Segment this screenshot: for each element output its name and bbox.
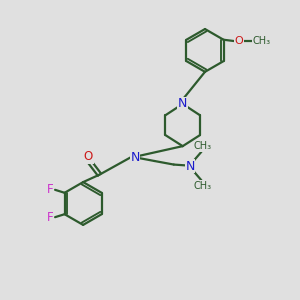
Text: CH₃: CH₃ [253, 36, 271, 46]
Text: CH₃: CH₃ [194, 181, 212, 191]
Text: F: F [46, 183, 53, 196]
Text: CH₃: CH₃ [194, 141, 212, 152]
Text: F: F [46, 211, 53, 224]
Text: O: O [84, 150, 93, 163]
Text: N: N [185, 160, 195, 172]
Text: N: N [130, 151, 140, 164]
Text: O: O [235, 36, 243, 46]
Text: N: N [178, 98, 188, 110]
